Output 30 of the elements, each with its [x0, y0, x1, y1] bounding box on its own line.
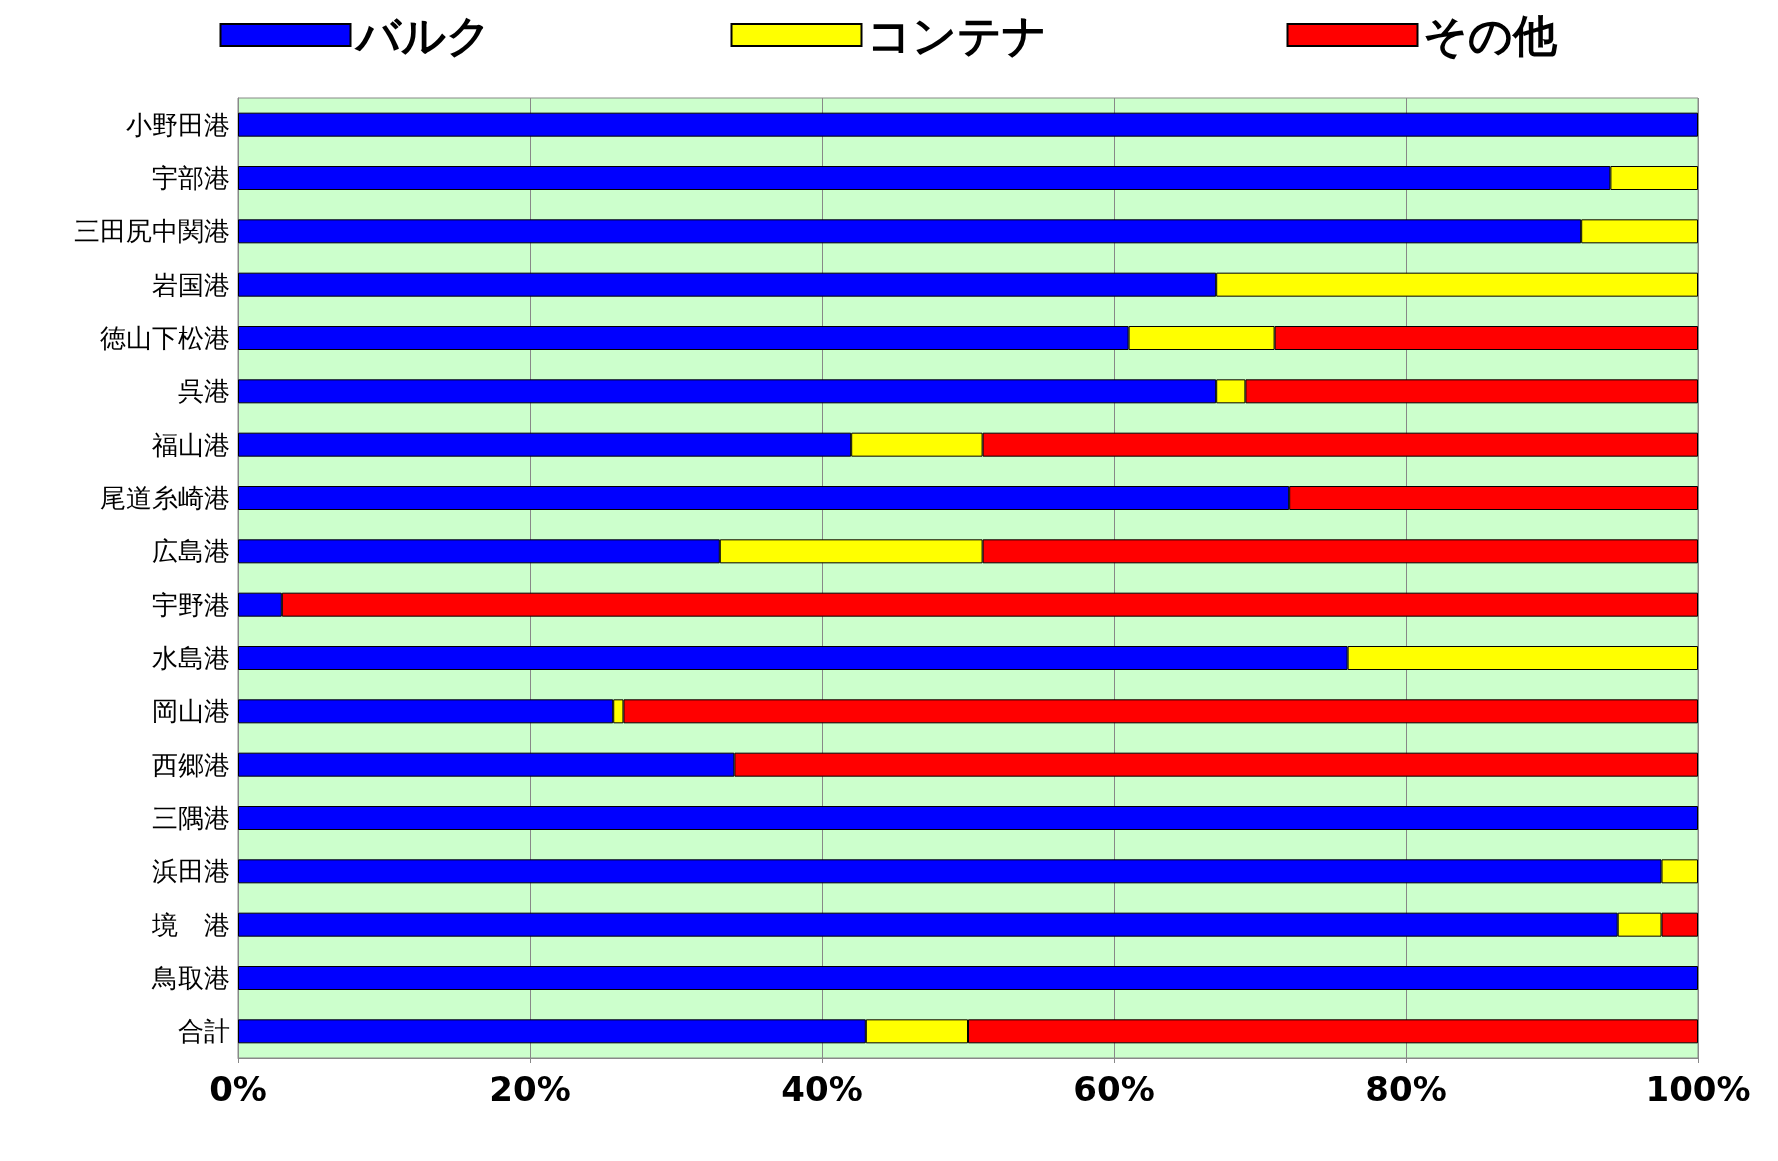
y-tick-label: 合計: [178, 1016, 230, 1047]
legend-label: バルク: [353, 9, 491, 61]
y-tick-label: 広島港: [152, 536, 230, 567]
y-tick-label: 西郷港: [152, 749, 230, 780]
y-tick-label: 宇部港: [152, 163, 230, 193]
x-tick-label: 40%: [781, 1069, 863, 1109]
bar: [238, 112, 1698, 137]
bar: [238, 966, 1698, 990]
x-tick-label: 60%: [1073, 1069, 1155, 1109]
y-tick-label: 境 港: [151, 909, 230, 940]
x-tick-label: 100%: [1645, 1069, 1751, 1109]
y-tick-label: 三隅港: [152, 803, 230, 833]
legend-label: その他: [1422, 9, 1558, 61]
y-tick-label: 三田尻中関港: [74, 216, 230, 247]
y-tick-label: 鳥取港: [151, 963, 230, 993]
y-tick-label: 浜田港: [152, 856, 230, 887]
y-tick-label: 福山港: [152, 429, 230, 460]
y-tick-label: 呉港: [178, 376, 230, 407]
y-tick-label: 水島港: [152, 643, 230, 673]
x-tick-label: 0%: [209, 1069, 267, 1109]
bar: [238, 806, 1698, 830]
x-tick-label: 20%: [489, 1069, 571, 1109]
legend-label: コンテナ: [866, 9, 1047, 61]
y-tick-label: 小野田港: [126, 109, 230, 140]
y-tick-label: 徳山下松港: [100, 323, 230, 353]
y-tick-label: 宇野港: [152, 589, 230, 620]
y-tick-label: 岡山港: [152, 696, 230, 727]
y-tick-label: 岩国港: [152, 269, 230, 300]
y-tick-label: 尾道糸崎港: [100, 483, 230, 513]
x-tick-label: 80%: [1365, 1069, 1447, 1109]
